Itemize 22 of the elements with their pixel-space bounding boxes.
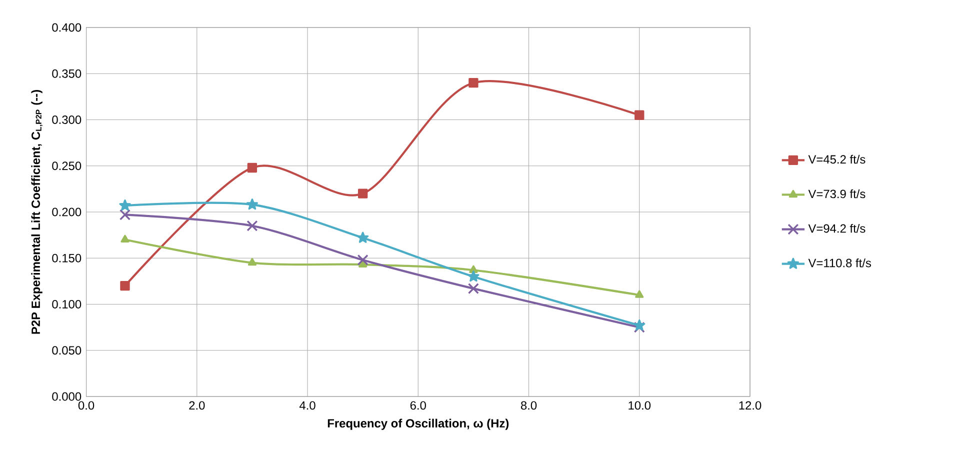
y-tick-label: 0.000 bbox=[52, 392, 82, 401]
x-tick-label: 4.0 bbox=[299, 401, 316, 410]
x-tick-label: 10.0 bbox=[628, 401, 651, 410]
y-tick-label: 0.050 bbox=[52, 346, 82, 355]
y-tick-label: 0.250 bbox=[52, 162, 82, 170]
y-tick-label: 0.300 bbox=[52, 116, 82, 124]
legend-label: V=110.8 ft/s bbox=[808, 258, 871, 268]
y-tick-label: 0.150 bbox=[52, 254, 82, 263]
y-axis-title: P2P Experimental Lift Coefficient, C$_{L,P2P}$ (--) bbox=[31, 90, 43, 334]
legend-label: V=73.9 ft/s bbox=[808, 190, 866, 198]
legend-label: V=45.2 ft/s bbox=[808, 155, 866, 164]
x-tick-label: 2.0 bbox=[189, 401, 205, 410]
legend-label: V=94.2 ft/s bbox=[808, 224, 866, 233]
y-tick-label: 0.100 bbox=[52, 300, 82, 309]
x-tick-label: 8.0 bbox=[520, 401, 537, 410]
x-axis-title: Frequency of Oscillation, ω (Hz) bbox=[328, 419, 509, 430]
x-tick-label: 6.0 bbox=[410, 401, 426, 410]
x-tick-label: 0.0 bbox=[78, 401, 94, 410]
x-tick-label: 12.0 bbox=[739, 401, 762, 410]
y-tick-label: 0.350 bbox=[52, 70, 82, 78]
y-tick-label: 0.400 bbox=[52, 23, 82, 32]
y-tick-label: 0.200 bbox=[52, 208, 82, 216]
